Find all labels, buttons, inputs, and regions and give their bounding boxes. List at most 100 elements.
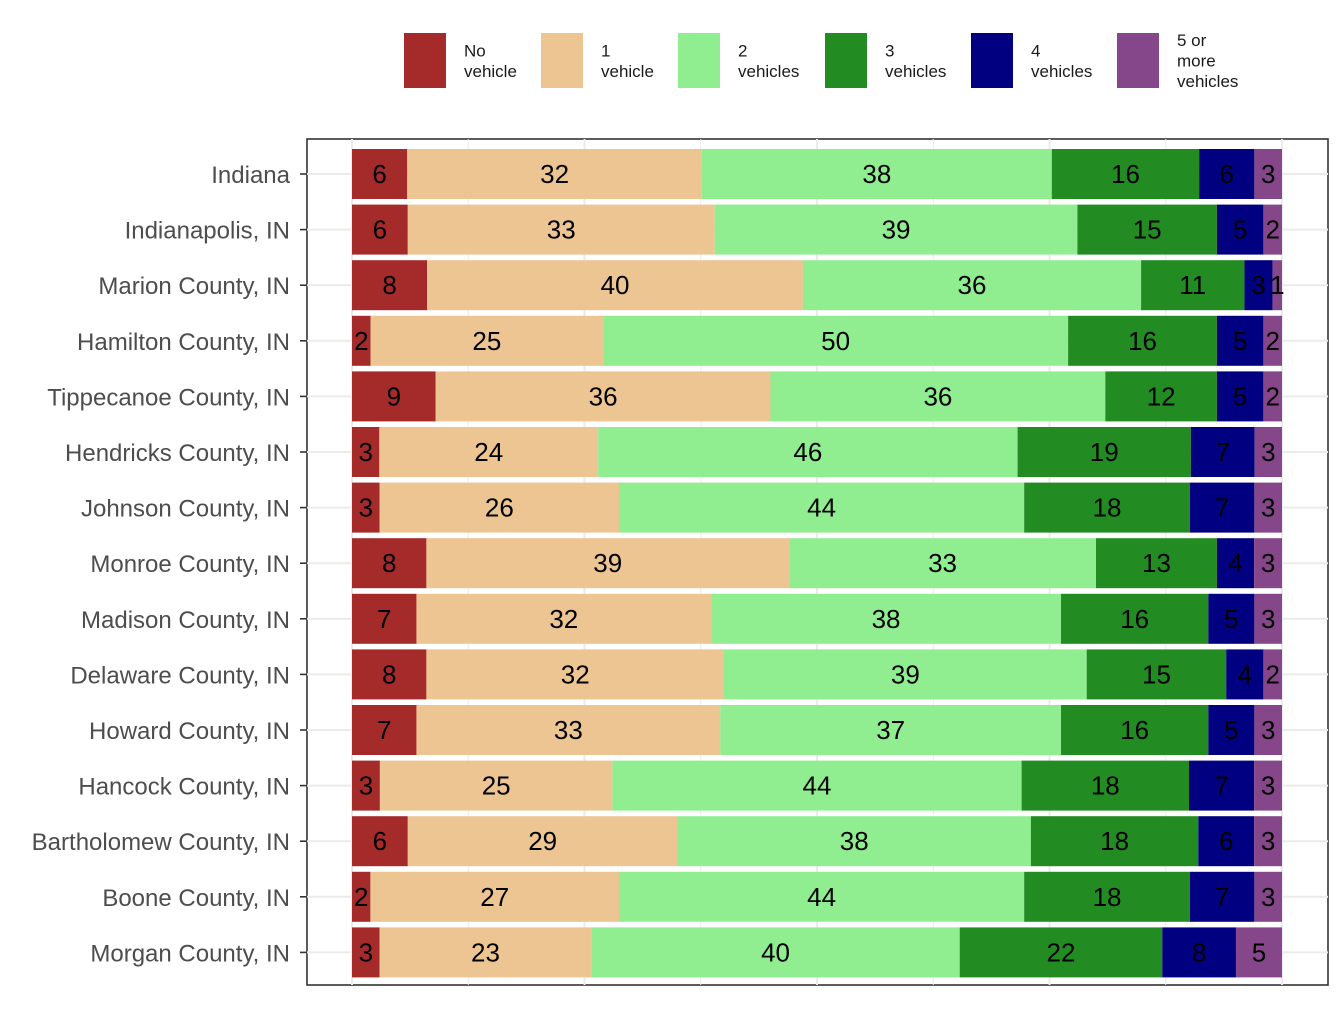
bar-marion-county-in-1-vehicle xyxy=(427,260,803,311)
bar-label: 5 xyxy=(1224,715,1238,745)
bar-label: 33 xyxy=(928,548,957,578)
bar-label: 15 xyxy=(1133,215,1162,245)
bar-label: 3 xyxy=(1261,771,1275,801)
legend-label: vehicles xyxy=(1177,72,1238,91)
bar-label: 2 xyxy=(354,882,368,912)
bar-boone-county-in-1-vehicle xyxy=(370,871,620,922)
bar-label: 16 xyxy=(1120,715,1149,745)
bar-label: 44 xyxy=(807,493,836,523)
y-axis: Indiana Indianapolis, IN Marion County, IN… xyxy=(32,162,307,967)
bar-morgan-county-in-5-or-more-vehicles xyxy=(1235,927,1282,978)
legend-key xyxy=(825,33,867,88)
bar-label: 5 xyxy=(1252,937,1266,967)
y-tick-label: Hancock County, IN xyxy=(78,774,290,801)
bar-label: 3 xyxy=(1261,159,1275,189)
bar-label: 7 xyxy=(1214,771,1228,801)
bar-label: 50 xyxy=(821,326,850,356)
bar-label: 7 xyxy=(377,604,391,634)
bar-label: 4 xyxy=(1228,548,1242,578)
bar-label: 6 xyxy=(373,826,387,856)
bar-morgan-county-in-1-vehicle xyxy=(379,927,592,978)
bar-label: 3 xyxy=(1261,882,1275,912)
bar-label: 36 xyxy=(923,381,952,411)
bar-label: 19 xyxy=(1090,437,1119,467)
bar-morgan-county-in-3-vehicles xyxy=(959,927,1163,978)
bar-label: 39 xyxy=(882,215,911,245)
bar-label: 33 xyxy=(554,715,583,745)
bar-madison-county-in-4-vehicles xyxy=(1208,593,1255,644)
bar-johnson-county-in-no-vehicle xyxy=(352,482,380,533)
bar-boone-county-in-4-vehicles xyxy=(1189,871,1255,922)
legend-label: 5 or xyxy=(1177,31,1207,50)
bar-label: 6 xyxy=(373,215,387,245)
bar-tippecanoe-county-in-no-vehicle xyxy=(352,371,436,422)
bar-hamilton-county-in-4-vehicles xyxy=(1216,315,1264,366)
bar-hendricks-county-in-1-vehicle xyxy=(379,427,599,477)
legend-label: vehicle xyxy=(464,62,517,81)
bar-bartholomew-county-in-no-vehicle xyxy=(352,816,408,867)
bar-monroe-county-in-no-vehicle xyxy=(352,538,427,589)
y-tick-label: Indianapolis, IN xyxy=(125,218,290,245)
bar-label: 36 xyxy=(589,381,618,411)
bar-hancock-county-in-5-or-more-vehicles xyxy=(1254,760,1282,811)
bar-labels: 6 32 38 16 6 36 33 39 15 5 28 40 36 11 3 12 25 50 16 5 29 36 3… xyxy=(354,159,1285,967)
bar-indiana-4-vehicles xyxy=(1199,149,1255,199)
bar-boone-county-in-3-vehicles xyxy=(1024,871,1190,922)
legend-key xyxy=(404,33,446,88)
bar-label: 8 xyxy=(382,270,396,300)
bar-label: 5 xyxy=(1233,381,1247,411)
bar-label: 38 xyxy=(872,604,901,634)
bar-label: 3 xyxy=(1261,826,1275,856)
bar-hamilton-county-in-5-or-more-vehicles xyxy=(1263,315,1282,366)
bar-hendricks-county-in-5-or-more-vehicles xyxy=(1254,427,1282,477)
bar-bartholomew-county-in-4-vehicles xyxy=(1198,816,1255,867)
bar-label: 3 xyxy=(359,771,373,801)
bar-bartholomew-county-in-3-vehicles xyxy=(1030,816,1199,867)
bar-label: 9 xyxy=(387,381,401,411)
bar-label: 27 xyxy=(480,882,509,912)
bar-howard-county-in-no-vehicle xyxy=(352,705,417,755)
bar-indiana-1-vehicle xyxy=(407,149,702,199)
bar-label: 16 xyxy=(1111,159,1140,189)
bar-marion-county-in-4-vehicles xyxy=(1244,260,1273,311)
legend-label: 4 xyxy=(1031,41,1040,60)
bar-hendricks-county-in-no-vehicle xyxy=(352,427,380,477)
bar-tippecanoe-county-in-1-vehicle xyxy=(435,371,771,422)
legend-label: vehicle xyxy=(601,62,654,81)
bar-howard-county-in-2-vehicles xyxy=(720,705,1062,755)
bar-label: 7 xyxy=(1215,493,1229,523)
y-tick-label: Morgan County, IN xyxy=(90,940,290,967)
y-tick-label: Hendricks County, IN xyxy=(65,440,290,467)
bar-delaware-county-in-4-vehicles xyxy=(1226,649,1264,700)
bar-label: 2 xyxy=(1265,326,1279,356)
legend-key xyxy=(971,33,1013,88)
bar-label: 18 xyxy=(1091,771,1120,801)
bar-label: 39 xyxy=(593,548,622,578)
y-tick-label: Johnson County, IN xyxy=(81,496,290,523)
bar-label: 3 xyxy=(359,937,373,967)
bar-label: 32 xyxy=(540,159,569,189)
bar-label: 3 xyxy=(1251,270,1265,300)
legend-label: 3 xyxy=(885,41,894,60)
bar-boone-county-in-no-vehicle xyxy=(352,871,371,922)
bar-monroe-county-in-1-vehicle xyxy=(426,538,790,589)
bar-indianapolis-in-4-vehicles xyxy=(1216,204,1264,255)
bar-marion-county-in-no-vehicle xyxy=(352,260,428,311)
bar-hendricks-county-in-2-vehicles xyxy=(598,427,1018,477)
bar-marion-county-in-5-or-more-vehicles xyxy=(1272,260,1282,311)
bar-label: 37 xyxy=(876,715,905,745)
bar-label: 32 xyxy=(561,659,590,689)
bar-johnson-county-in-2-vehicles xyxy=(619,482,1025,533)
bar-label: 38 xyxy=(840,826,869,856)
bar-label: 2 xyxy=(1265,215,1279,245)
legend-item-3-vehicles: 3 vehicles xyxy=(825,33,946,88)
bar-label: 7 xyxy=(1216,437,1230,467)
legend-label: vehicles xyxy=(738,62,799,81)
bar-indiana-3-vehicles xyxy=(1051,149,1200,199)
bar-label: 3 xyxy=(359,493,373,523)
bar-label: 40 xyxy=(601,270,630,300)
bar-label: 22 xyxy=(1047,937,1076,967)
y-tick-label: Madison County, IN xyxy=(81,607,290,634)
